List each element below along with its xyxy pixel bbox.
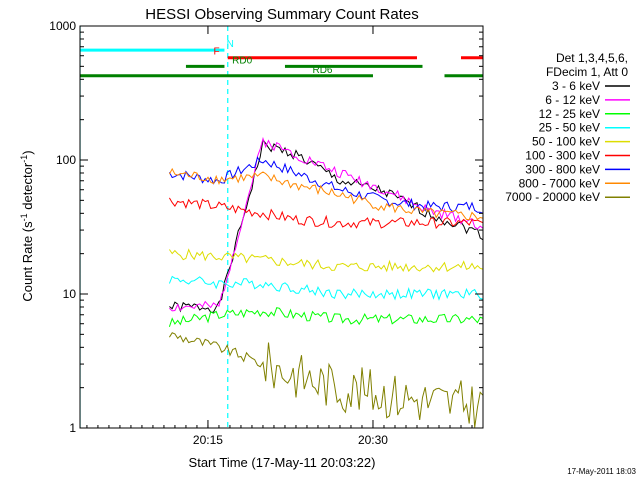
y-axis-label-end: )	[20, 150, 35, 154]
plot-timestamp: 17-May-2011 18:03	[567, 467, 636, 476]
y-axis-label-sup1: -1	[19, 213, 29, 221]
series-line-6-12keV	[169, 136, 483, 312]
y-axis-label-mid: detector	[20, 162, 35, 213]
y-axis-label-base: Count Rate (s	[20, 221, 35, 302]
series-line-300-800keV	[168, 156, 483, 214]
flag-label-RD0: RD0	[232, 55, 252, 66]
y-axis-label-sup2: -1	[19, 155, 29, 163]
legend-label-7: 800 - 7000 keV	[519, 176, 600, 190]
legend-header-line-2: FDecim 1, Att 0	[546, 65, 628, 79]
series-line-800-7000keV	[168, 167, 483, 221]
series-line-7000-20000keV	[168, 332, 483, 428]
y-tick-label: 10	[63, 287, 77, 301]
series-line-100-300keV	[168, 197, 483, 230]
legend-label-4: 50 - 100 keV	[532, 135, 600, 149]
flag-label-RD6: RD6	[312, 65, 332, 76]
legend-label-3: 25 - 50 keV	[539, 121, 600, 135]
series-line-50-100keV	[168, 248, 483, 273]
legend-label-5: 100 - 300 keV	[525, 149, 600, 163]
series-line-3-6keV	[169, 138, 483, 313]
chart-title: HESSI Observing Summary Count Rates	[145, 6, 418, 23]
legend-header-line-1: Det 1,3,4,5,6,	[556, 51, 628, 65]
plot-frame	[79, 25, 484, 429]
legend-label-8: 7000 - 20000 keV	[505, 190, 600, 204]
y-tick-label: 1000	[49, 19, 76, 33]
y-axis-label: Count Rate (s-1 detector-1)	[19, 150, 35, 301]
x-axis-label: Start Time (17-May-11 20:03:22)	[189, 455, 376, 470]
y-tick-label: 100	[56, 153, 76, 167]
x-tick-label: 20:30	[358, 433, 388, 447]
legend: Det 1,3,4,5,6, FDecim 1, Att 0 3 - 6 keV…	[505, 51, 630, 204]
series-line-12-25keV	[168, 307, 483, 327]
x-tick-label: 20:15	[193, 433, 223, 447]
legend-label-2: 12 - 25 keV	[539, 107, 600, 121]
axes: 20:15 20:30 1 10 100 1000	[49, 19, 484, 447]
series-line-25-50keV	[168, 275, 483, 301]
legend-label-1: 6 - 12 keV	[545, 93, 600, 107]
legend-label-6: 300 - 800 keV	[525, 162, 600, 176]
legend-label-0: 3 - 6 keV	[552, 79, 600, 93]
flag-label-F: F	[213, 47, 219, 58]
y-tick-label: 1	[69, 421, 76, 435]
flag-label-N: N	[227, 39, 234, 50]
